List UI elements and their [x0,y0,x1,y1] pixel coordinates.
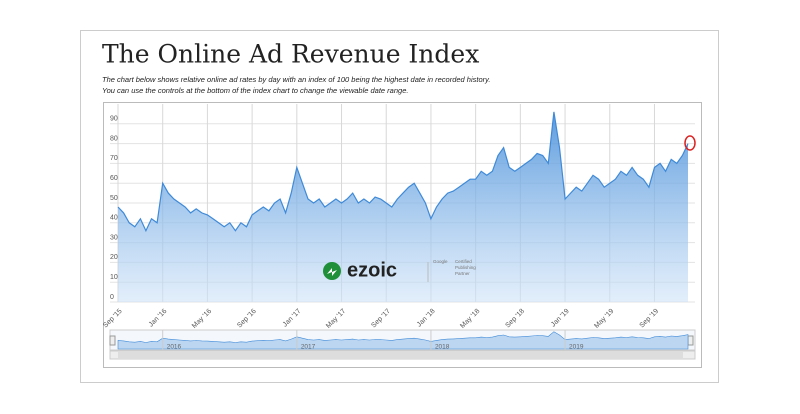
plot [117,111,689,303]
highlight-circle [684,135,696,151]
badge: Partner [455,271,470,276]
y-tick-label: 90 [110,116,118,123]
y-tick-label: 40 [110,215,118,222]
navigator-label: 2016 [167,344,182,351]
subtitle: You can use the controls at the bottom o… [102,86,408,95]
y-tick-label: 60 [110,175,118,182]
logo: ezoic Google Certified Publishing Partne… [323,259,476,282]
subtitle: The chart below shows relative online ad… [102,75,490,84]
navigator-label: 2019 [569,344,584,351]
navigator-series: 2016 2017 2018 2019 [117,330,689,351]
badge: Publishing [455,265,476,270]
chart-title: The Online Ad Revenue Index [102,40,479,69]
logo-text: ezoic [347,259,397,281]
logo-bolt [327,268,337,276]
area-line [117,111,689,233]
y-tick-label: 0 [110,294,114,301]
area-fill [118,111,688,303]
y-tick-label: 10 [110,274,118,281]
navigator-label: 2017 [301,344,316,351]
badge: Certified [455,259,472,264]
y-tick-label: 80 [110,135,118,142]
y-tick-label: 20 [110,254,118,261]
nav-handle[interactable] [687,335,694,346]
y-tick-label: 30 [110,234,118,241]
navigator-label: 2018 [435,344,450,351]
y-tick-label: 50 [110,195,118,202]
navigator-area [117,331,689,350]
badge: Google [433,259,448,264]
nav-handle[interactable] [109,335,116,346]
scroll-thumb[interactable] [118,352,683,358]
y-tick-label: 70 [110,155,118,162]
